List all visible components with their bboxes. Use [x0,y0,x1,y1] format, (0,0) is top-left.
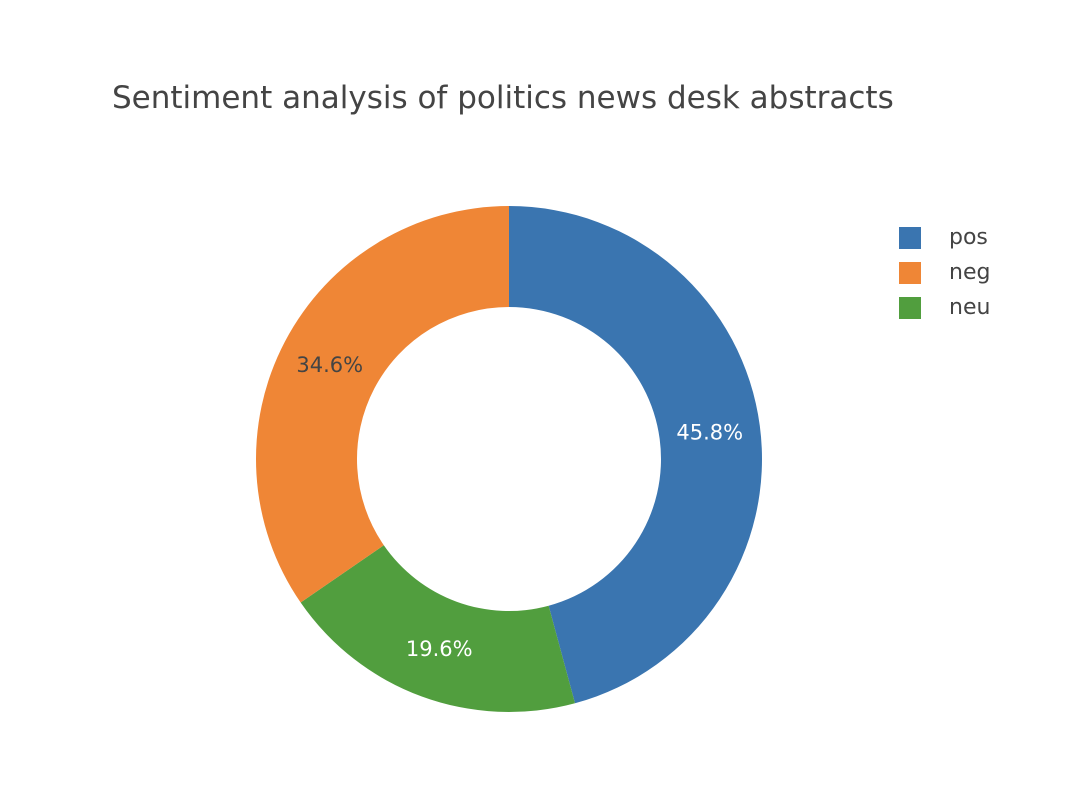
legend: pos neg neu [899,220,990,325]
legend-label-neg: neg [949,260,991,285]
legend-label-neu: neu [949,295,991,320]
slice-label-pos: 45.8% [676,420,743,444]
slice-label-neu: 19.6% [406,637,473,661]
legend-item-pos[interactable]: pos [899,220,990,255]
legend-swatch-neg [899,261,921,284]
legend-swatch-neu [899,296,921,319]
legend-label-pos: pos [949,225,988,250]
legend-item-neg[interactable]: neg [899,255,990,290]
slice-pos[interactable] [509,206,763,704]
chart-title: Sentiment analysis of politics news desk… [112,80,894,116]
slice-neu[interactable] [300,545,575,712]
slice-neg[interactable] [255,206,509,603]
legend-item-neu[interactable]: neu [899,290,990,325]
legend-swatch-pos [899,226,921,249]
slice-label-neg: 34.6% [296,353,363,377]
